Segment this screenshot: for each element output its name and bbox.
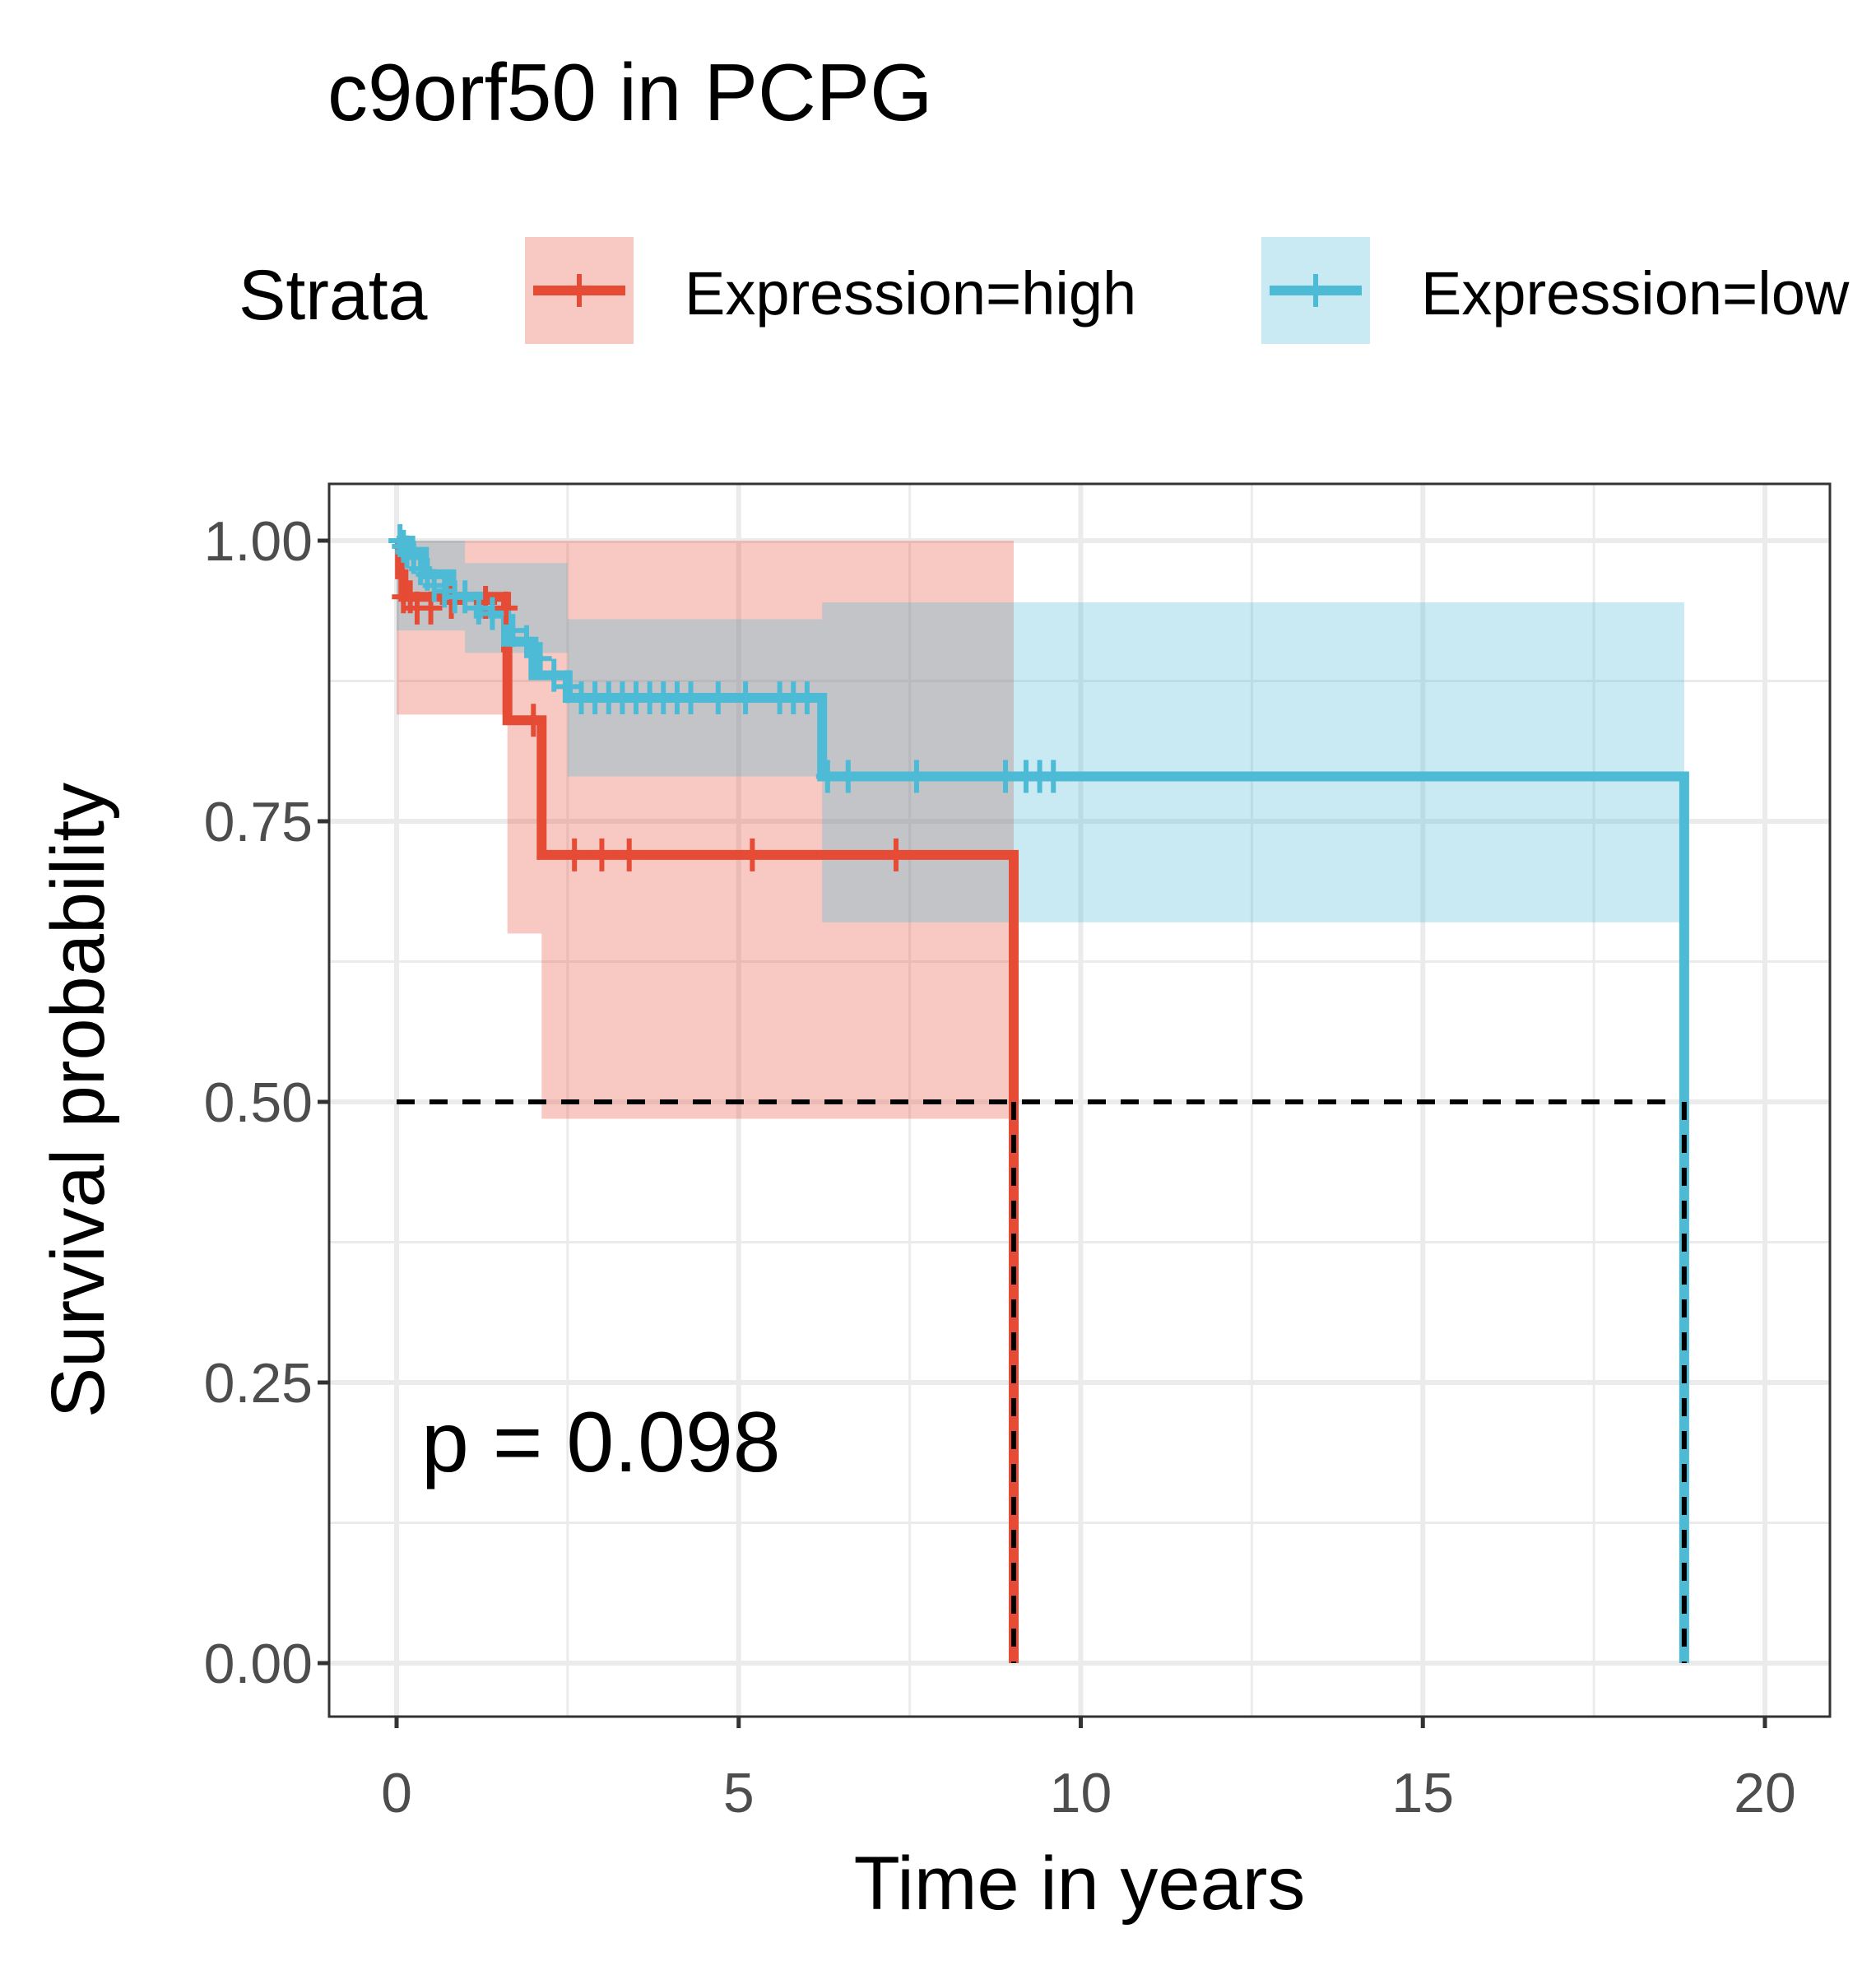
censor-mark	[836, 760, 860, 793]
axes: 0 5 10 15 20 0.00 0.25 0.50 0.75 1.00	[204, 510, 1796, 1824]
censor-mark	[433, 574, 457, 608]
legend-key-censor	[1304, 274, 1327, 307]
censor-mark	[481, 597, 504, 630]
censor-mark	[884, 838, 908, 871]
censor-mark	[453, 580, 477, 614]
censor-mark	[495, 591, 518, 625]
censor-mark	[1042, 760, 1066, 793]
legend-items: Expression=high Expression=low	[525, 237, 1850, 344]
censor-mark	[904, 760, 928, 793]
x-tick-label: 0	[381, 1762, 412, 1824]
censor-mark	[617, 838, 641, 871]
x-tick-label: 5	[723, 1762, 755, 1824]
x-tick-label: 20	[1734, 1762, 1796, 1824]
censor-mark	[590, 838, 614, 871]
plot-area: p = 0.098	[327, 482, 1832, 1718]
censor-mark	[522, 704, 546, 737]
survival-curve-high	[395, 536, 1019, 1663]
censor-mark	[422, 569, 446, 602]
censor-mark	[514, 625, 538, 658]
legend-label-low: Expression=low	[1421, 259, 1850, 328]
chart-title: c9orf50 in PCPG	[327, 47, 932, 137]
x-tick-label: 10	[1050, 1762, 1112, 1824]
censor-mark	[419, 591, 443, 625]
censor-mark	[815, 760, 839, 793]
y-tick-label: 0.25	[204, 1352, 313, 1415]
y-tick-label: 1.00	[204, 510, 313, 573]
censor-mark	[528, 642, 552, 676]
censor-mark	[994, 760, 1018, 793]
censor-mark	[563, 838, 587, 871]
legend-key-censor	[568, 274, 591, 307]
censor-mark	[501, 614, 525, 648]
y-tick-label: 0.75	[204, 791, 313, 853]
legend-title: Strata	[239, 256, 428, 335]
censor-mark	[467, 591, 490, 625]
x-axis-title: Time in years	[854, 1842, 1306, 1926]
confidence-bands	[397, 541, 1684, 1119]
ci-band-high	[397, 541, 1015, 1119]
censor-mark	[542, 658, 566, 692]
y-tick-label: 0.00	[204, 1633, 313, 1695]
censor-mark	[741, 838, 764, 871]
censor-marks	[388, 524, 1066, 871]
censor-mark	[734, 681, 758, 714]
p-value-annotation: p = 0.098	[421, 1395, 781, 1490]
legend: Strata Expression=high Expression=low	[239, 237, 1850, 344]
ci-band-low	[397, 541, 1684, 922]
censor-mark	[679, 681, 703, 714]
censor-mark	[706, 681, 730, 714]
y-tick-label: 0.50	[204, 1071, 313, 1134]
censor-mark	[795, 681, 819, 714]
censor-mark	[555, 670, 579, 704]
legend-label-high: Expression=high	[685, 259, 1136, 328]
y-axis-title: Survival probability	[36, 783, 120, 1418]
x-tick-label: 15	[1391, 1762, 1454, 1824]
